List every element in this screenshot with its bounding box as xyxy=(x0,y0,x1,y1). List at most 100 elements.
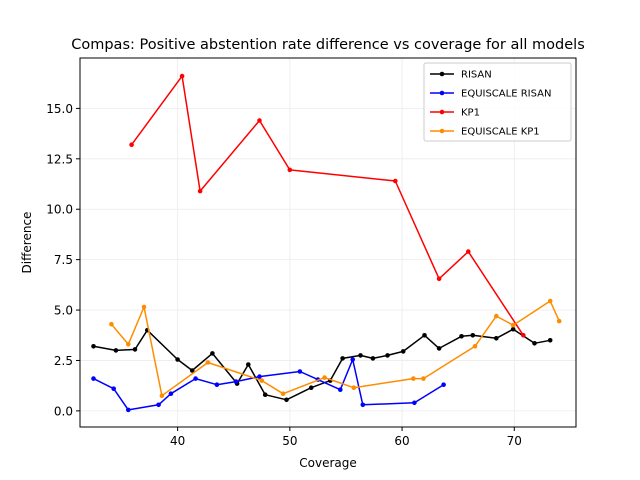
data-point-equiscale-kp1 xyxy=(259,378,265,383)
data-point-kp1 xyxy=(436,276,442,282)
data-point-kp1 xyxy=(521,333,526,338)
data-point-equiscale-kp1 xyxy=(472,344,478,349)
legend-marker xyxy=(439,90,445,96)
data-point-equiscale-risan xyxy=(126,407,131,413)
legend-item-equiscale-kp1: EQUISCALE KP1 xyxy=(430,127,540,138)
plot-frame xyxy=(79,57,577,428)
y-axis-label: Difference xyxy=(20,212,34,274)
data-point-risan xyxy=(370,356,376,361)
y-axis-ticks: 0.0 2.5 5.0 7.5 10.0 12.5 15.0 xyxy=(46,102,80,418)
data-point-risan xyxy=(175,357,180,362)
data-point-risan xyxy=(246,362,251,367)
data-point-risan xyxy=(532,341,537,346)
data-point-risan xyxy=(308,385,314,391)
x-tick-label: 50 xyxy=(282,434,297,448)
data-point-equiscale-kp1 xyxy=(351,385,357,391)
data-point-kp1 xyxy=(287,167,293,173)
data-point-equiscale-kp1 xyxy=(421,376,426,381)
data-point-risan xyxy=(510,326,516,332)
data-point-equiscale-risan xyxy=(193,376,198,381)
series-line-equiscale-risan xyxy=(93,358,444,411)
chart-title: Compas: Positive abstention rate differe… xyxy=(71,37,585,53)
data-point-kp1 xyxy=(179,73,185,79)
data-point-equiscale-kp1 xyxy=(322,375,327,380)
legend-marker xyxy=(439,109,445,115)
data-point-equiscale-kp1 xyxy=(109,321,114,327)
legend-label: KP1 xyxy=(461,108,480,119)
data-point-equiscale-kp1 xyxy=(141,304,147,310)
data-point-equiscale-kp1 xyxy=(411,376,416,381)
data-point-equiscale-risan xyxy=(441,382,446,388)
x-tick-label: 40 xyxy=(170,434,185,448)
data-point-equiscale-risan xyxy=(412,400,417,406)
data-point-risan xyxy=(459,334,464,339)
y-tick-label: 2.5 xyxy=(54,354,73,368)
data-point-equiscale-risan xyxy=(338,387,343,393)
data-point-equiscale-kp1 xyxy=(556,318,562,324)
data-point-kp1 xyxy=(197,188,203,194)
data-point-equiscale-kp1 xyxy=(547,298,553,304)
series-kp1 xyxy=(129,73,526,338)
data-point-risan xyxy=(132,347,138,352)
series-line-equiscale-kp1 xyxy=(110,300,560,397)
legend-label: EQUISCALE RISAN xyxy=(461,89,551,100)
data-point-risan xyxy=(189,368,195,373)
data-point-risan xyxy=(210,351,215,356)
y-tick-label: 5.0 xyxy=(54,304,73,318)
legend-marker xyxy=(439,128,445,134)
legend-box xyxy=(423,62,572,142)
data-point-risan xyxy=(494,336,499,341)
data-point-risan xyxy=(547,338,553,343)
y-tick-label: 10.0 xyxy=(46,203,73,217)
data-point-equiscale-risan xyxy=(168,391,174,397)
legend-item-risan: RISAN xyxy=(430,70,492,81)
legend-item-kp1: KP1 xyxy=(430,108,480,119)
y-tick-label: 7.5 xyxy=(54,253,73,267)
data-point-kp1 xyxy=(466,249,471,254)
x-axis-ticks: 40 50 60 70 xyxy=(170,427,522,448)
data-point-risan xyxy=(358,353,363,358)
data-point-equiscale-risan xyxy=(111,386,116,392)
legend-marker xyxy=(439,71,445,77)
data-point-kp1 xyxy=(393,178,398,184)
data-point-equiscale-kp1 xyxy=(126,342,131,347)
data-point-equiscale-risan xyxy=(156,402,161,408)
y-tick-label: 12.5 xyxy=(46,152,73,166)
data-point-risan xyxy=(385,353,390,358)
data-point-equiscale-risan xyxy=(233,379,239,384)
data-point-equiscale-risan xyxy=(350,357,356,362)
data-point-equiscale-risan xyxy=(214,382,220,388)
x-tick-label: 60 xyxy=(394,434,409,448)
data-point-equiscale-kp1 xyxy=(205,360,211,365)
series-equiscale-risan xyxy=(91,357,446,413)
data-point-risan xyxy=(470,333,476,338)
data-point-risan xyxy=(262,392,268,398)
data-point-equiscale-risan xyxy=(297,369,303,374)
data-point-equiscale-risan xyxy=(257,374,262,379)
data-point-equiscale-kp1 xyxy=(510,322,516,328)
data-point-risan xyxy=(422,333,427,338)
data-point-risan xyxy=(340,356,345,361)
data-point-equiscale-kp1 xyxy=(280,391,286,397)
series-layer xyxy=(91,73,562,413)
legend-label: EQUISCALE KP1 xyxy=(461,127,540,138)
legend-label: RISAN xyxy=(461,70,492,81)
data-point-equiscale-risan xyxy=(91,376,96,381)
data-point-kp1 xyxy=(129,142,134,147)
y-tick-label: 0.0 xyxy=(54,404,73,418)
x-axis-label: Coverage xyxy=(299,456,357,470)
data-point-risan xyxy=(284,397,289,403)
data-point-equiscale-risan xyxy=(360,402,366,408)
data-point-risan xyxy=(400,349,406,354)
x-tick-label: 70 xyxy=(507,434,522,448)
legend: RISAN EQUISCALE RISAN KP1 EQUISCALE KP1 xyxy=(423,62,572,142)
data-point-kp1 xyxy=(257,118,262,123)
y-tick-label: 15.0 xyxy=(46,102,73,116)
legend-item-equiscale-risan: EQUISCALE RISAN xyxy=(430,89,551,100)
data-point-risan xyxy=(91,344,96,349)
series-risan xyxy=(91,326,553,403)
data-point-risan xyxy=(113,348,119,353)
series-equiscale-kp1 xyxy=(109,298,562,399)
data-point-equiscale-kp1 xyxy=(159,393,165,399)
